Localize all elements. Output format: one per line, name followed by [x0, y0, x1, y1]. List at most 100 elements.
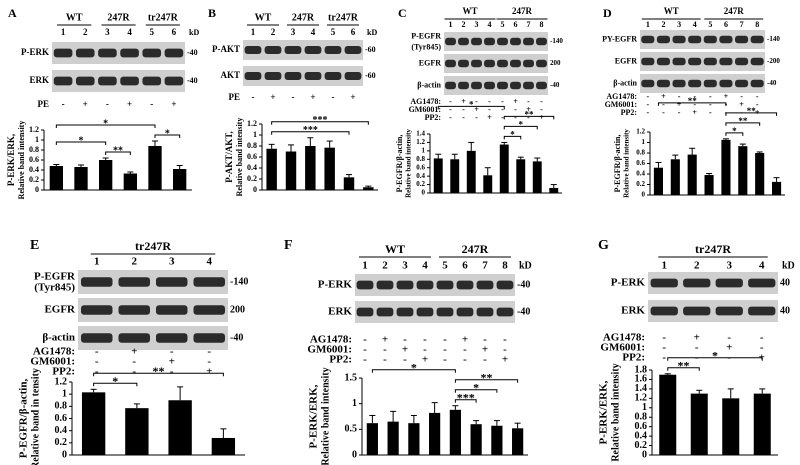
row-label: EGFR [419, 58, 441, 67]
treatment-sign: - [709, 108, 712, 117]
treatment-sign: - [662, 352, 666, 364]
treatment-sign: - [95, 366, 99, 378]
significance-bracket [93, 382, 138, 387]
treatment-label: AG1478: [603, 332, 645, 344]
blot-strip [640, 74, 765, 93]
bar [387, 421, 399, 455]
significance-bracket [55, 141, 107, 145]
treatment-sign: + [171, 99, 176, 109]
blot-band [244, 72, 262, 80]
size-marker: -40 [187, 48, 198, 57]
y-axis-label: P-EGFR/β-actin, [613, 135, 622, 193]
significance-label: * [519, 119, 524, 129]
row-label: P-ERK [21, 47, 49, 57]
treatment-sign: - [252, 92, 255, 102]
bar [49, 166, 63, 190]
bar [148, 146, 162, 190]
significance-bracket [271, 131, 350, 135]
bar [324, 147, 335, 190]
significance-bracket [503, 115, 555, 120]
row-label: EGFR [615, 56, 637, 65]
y-tick-label: 1.5 [345, 372, 358, 383]
blot-band [683, 306, 711, 316]
blot-band [484, 81, 495, 90]
treatment-sign: + [726, 342, 732, 354]
y-tick-label: 0.2 [416, 180, 425, 188]
treatment-sign: - [443, 334, 447, 346]
blot-band [75, 76, 95, 86]
treatment-sign: + [724, 92, 729, 101]
blot-band [735, 79, 749, 88]
blot-band [703, 57, 717, 66]
blot-band [193, 305, 225, 315]
treatment-sign: + [474, 105, 479, 114]
y-tick-label: 0.8 [636, 149, 645, 157]
treatment-sign: - [475, 97, 478, 106]
row-label: PY-EGFR [602, 34, 637, 43]
significance-bracket [667, 357, 763, 361]
row-label: AKT [220, 70, 240, 80]
y-tick-label: 1.2 [635, 393, 648, 404]
blot-band [719, 79, 733, 88]
blot-band [650, 306, 678, 316]
bar [285, 151, 297, 190]
significance-bracket [657, 102, 727, 106]
y-tick-label: 0.8 [635, 412, 648, 423]
treatment-sign: - [483, 334, 487, 346]
lane-number: 3 [475, 20, 479, 29]
blot-band [641, 57, 655, 66]
blot-band [523, 37, 534, 46]
bar [168, 400, 192, 455]
significance-bracket [454, 379, 519, 383]
blot-band [284, 72, 302, 80]
panel-letter: E [30, 238, 39, 253]
significance-label: * [510, 129, 515, 139]
significance-bracket [454, 399, 477, 403]
y-tick-label: 0.4 [416, 172, 425, 180]
significance-label: * [732, 126, 737, 136]
y-tick-label: 1.2 [636, 128, 645, 136]
blot-band [244, 46, 262, 54]
blot-band [75, 48, 95, 58]
blot-band [142, 76, 162, 86]
blot-band [456, 280, 474, 290]
treatment-sign: + [661, 92, 666, 101]
y-axis-label: P-AKT/AKT, [224, 131, 234, 183]
size-marker: -140 [550, 37, 563, 45]
bar [704, 175, 714, 195]
blot-band [356, 280, 374, 290]
treatment-sign: - [95, 346, 99, 358]
treatment-sign: - [527, 113, 530, 122]
treatment-sign: - [503, 344, 507, 356]
panel-letter: G [598, 238, 609, 253]
treatment-sign: - [662, 100, 665, 109]
significance-bracket [667, 367, 700, 371]
bar [466, 150, 476, 193]
size-marker: 40 [780, 305, 790, 316]
lane-number: 6 [462, 260, 468, 272]
treatment-sign: - [106, 99, 109, 109]
treatment-sign: + [127, 99, 132, 109]
lane-number: 8 [755, 20, 759, 29]
lane-number: 6 [514, 20, 518, 29]
row-label: P-AKT [212, 44, 240, 54]
lane-number: 2 [271, 27, 276, 37]
treatment-sign: + [526, 105, 531, 114]
treatment-sign: - [514, 113, 517, 122]
blot-strip [355, 274, 515, 296]
blot-band [688, 57, 702, 66]
y-tick-label: 0.2 [635, 440, 648, 451]
lane-number: 6 [724, 20, 728, 29]
blot-band [715, 306, 743, 316]
treatment-sign: - [760, 342, 764, 354]
significance-bracket [725, 122, 761, 126]
blot-band [688, 79, 702, 88]
treatment-label: PE [37, 99, 49, 109]
treatment-sign: - [383, 354, 387, 366]
row-label: P-EGFR [411, 31, 441, 40]
treatment-sign: - [62, 99, 65, 109]
bar [670, 159, 680, 195]
blot-band [81, 277, 113, 287]
bar [99, 160, 113, 190]
bar [499, 144, 509, 193]
